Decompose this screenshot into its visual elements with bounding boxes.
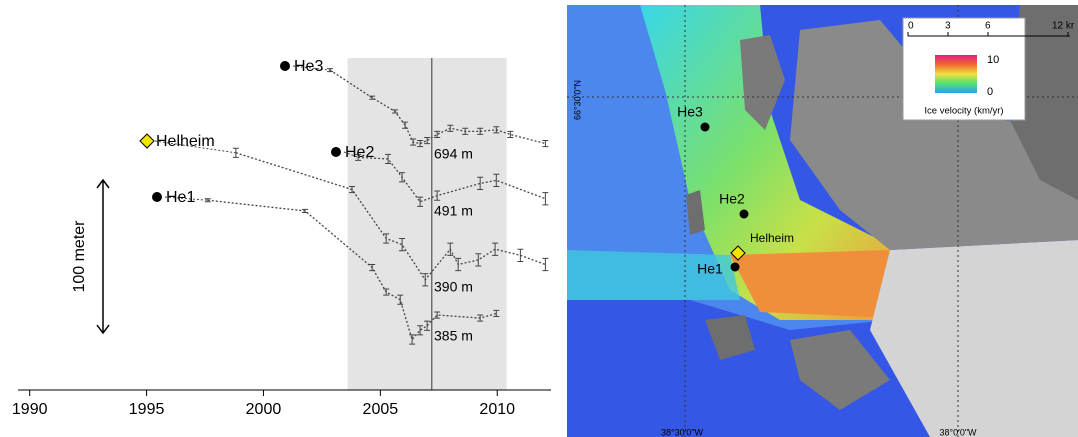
elevation-label: 694 m: [434, 146, 473, 162]
x-tick-label: 1995: [129, 401, 165, 418]
legend-title: Ice velocity (km/yr): [924, 106, 1003, 117]
glacier-trunk: [730, 250, 890, 318]
lon-label: 38°0'0"W: [939, 427, 977, 437]
slow-ice: [567, 5, 890, 330]
shaded-period: [348, 58, 507, 390]
legend-marker: [152, 192, 162, 202]
color-bar: [935, 55, 977, 93]
x-tick-label: 1990: [12, 401, 48, 418]
station-label: He2: [719, 191, 745, 207]
scale-label: 6: [985, 21, 991, 32]
error-bar: [302, 209, 308, 212]
error-bar: [542, 193, 548, 205]
rock: [790, 20, 1078, 250]
legend-max: 10: [987, 54, 999, 66]
legend-label: He3: [294, 58, 323, 75]
legend-marker: [280, 61, 290, 71]
legend-marker: [331, 147, 341, 157]
legend-label: He1: [166, 189, 195, 206]
station-dot: [740, 210, 749, 219]
scale-label: 0: [908, 21, 914, 32]
error-bar: [327, 69, 333, 72]
x-tick-label: 2000: [246, 401, 282, 418]
station-dot: [701, 123, 710, 132]
legend-label: He2: [345, 144, 374, 161]
scale-label: 100 meter: [71, 220, 88, 293]
scale-label: 12 kr: [1052, 21, 1075, 32]
lat-label: 66°30'0"N: [572, 80, 582, 120]
scale-bar: [908, 32, 1070, 36]
error-bar: [233, 148, 239, 157]
fast-ice: [640, 5, 890, 320]
chart: 1990 1995 2000 2005 2010 100 meter He3 694 m He2…: [0, 0, 560, 437]
station-label: He3: [677, 104, 703, 120]
station-label: Helheim: [750, 231, 794, 245]
station-diamond: [731, 246, 745, 260]
legend-label: Helheim: [156, 133, 215, 150]
legend-min: 0: [987, 86, 993, 98]
error-bar: [542, 258, 548, 270]
station-label: He1: [697, 261, 723, 277]
fjord-water: [567, 5, 1078, 437]
scale-label: 3: [945, 21, 951, 32]
ice-melange: [870, 240, 1078, 437]
x-tick-label: 2010: [479, 401, 515, 418]
elevation-label: 390 m: [434, 279, 473, 295]
x-tick-label: 2005: [363, 401, 399, 418]
station-dot: [731, 263, 740, 272]
side-flow: [567, 250, 740, 300]
elevation-label: 385 m: [434, 328, 473, 344]
island: [686, 190, 705, 235]
island: [740, 35, 785, 130]
legend-marker: [140, 134, 154, 148]
legend-box: [903, 18, 1025, 120]
island: [705, 315, 755, 360]
lon-label: 38°30'0"W: [661, 427, 704, 437]
rock: [790, 330, 890, 410]
elevation-label: 491 m: [434, 203, 473, 219]
figure: 1990 1995 2000 2005 2010 100 meter He3 694 m He2…: [0, 0, 1078, 437]
rock: [1010, 5, 1078, 200]
